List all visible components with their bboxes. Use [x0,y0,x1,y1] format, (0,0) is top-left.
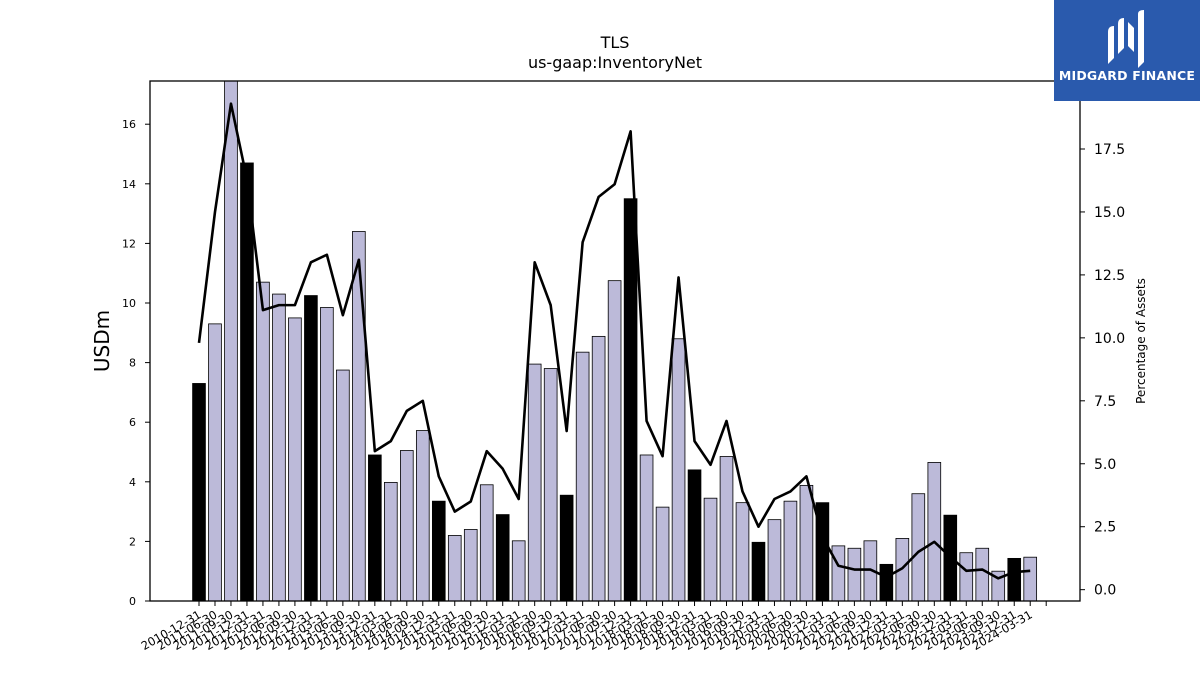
bar [400,450,414,601]
y2-tick-label: 10.0 [1094,331,1125,347]
y2-tick-label: 7.5 [1094,394,1116,410]
midgard-finance-logo: MIDGARD FINANCE [1054,0,1200,101]
y-tick-label: 0 [129,595,136,608]
bar [240,162,254,601]
y-axis-label: USDm [90,310,114,372]
bar-series [192,81,1038,601]
bar [511,540,526,601]
bar [288,317,302,601]
bar [927,462,942,601]
y2-axis-label: Percentage of Assets [1134,278,1148,404]
bar [352,231,366,601]
y-tick-label: 16 [122,118,136,131]
bar [415,430,430,601]
bar [879,563,894,601]
bar [735,502,750,601]
bar [431,500,446,601]
bar [463,529,478,601]
y2-tick-label: 12.5 [1094,268,1125,284]
bar [559,494,574,601]
percentage-line [197,102,1031,580]
bar [767,519,782,601]
bar [336,369,350,601]
bar [719,456,734,601]
bar [256,281,270,601]
bar [591,335,606,601]
bar [783,500,798,601]
axes: 0 2 4 6 8 10 12 14 16 0.0 2.5 5.0 7.5 10.0 12.5 15.0 17.… [122,80,1125,653]
bar [543,368,558,601]
bar [687,469,702,601]
y2-tick-label: 17.5 [1094,142,1125,158]
y-tick-label: 6 [129,416,136,429]
bar [527,363,542,601]
y2-tick-label: 2.5 [1094,520,1116,536]
bar [847,547,862,601]
bar [224,81,238,601]
logo-mark-icon [1108,10,1144,68]
bar [799,484,814,601]
bar [751,541,766,601]
bar [495,514,510,601]
line-series [197,102,1031,580]
y2-tick-label: 0.0 [1094,583,1116,599]
bar [1023,556,1038,601]
bar [671,338,686,601]
bar [320,307,334,601]
logo-text: MIDGARD FINANCE [1058,68,1196,83]
bar [639,454,654,601]
y-tick-label: 10 [122,297,136,310]
bar [368,454,382,601]
bar [623,198,638,601]
bar [447,535,462,601]
chart-subtitle: us-gaap:InventoryNet [528,53,702,72]
bar [1007,557,1022,601]
y-tick-label: 2 [129,535,136,548]
y-tick-label: 14 [122,178,136,191]
bar [272,293,286,601]
bar [959,552,974,601]
bar [208,323,222,601]
y-tick-label: 12 [122,237,136,250]
bar [192,383,206,601]
y2-tick-label: 15.0 [1094,205,1125,221]
bar [384,481,398,601]
bar [575,351,590,601]
y2-tick-label: 5.0 [1094,457,1116,473]
bar [479,484,494,601]
bar [655,506,670,601]
bar [991,570,1006,601]
bar [975,547,990,601]
bar [911,493,926,601]
bar [304,295,318,601]
chart-title: TLS [600,33,630,52]
y-tick-label: 4 [129,476,136,489]
bar [607,280,622,601]
y-tick-label: 8 [129,357,136,370]
bar [831,545,846,601]
bar [703,497,718,601]
